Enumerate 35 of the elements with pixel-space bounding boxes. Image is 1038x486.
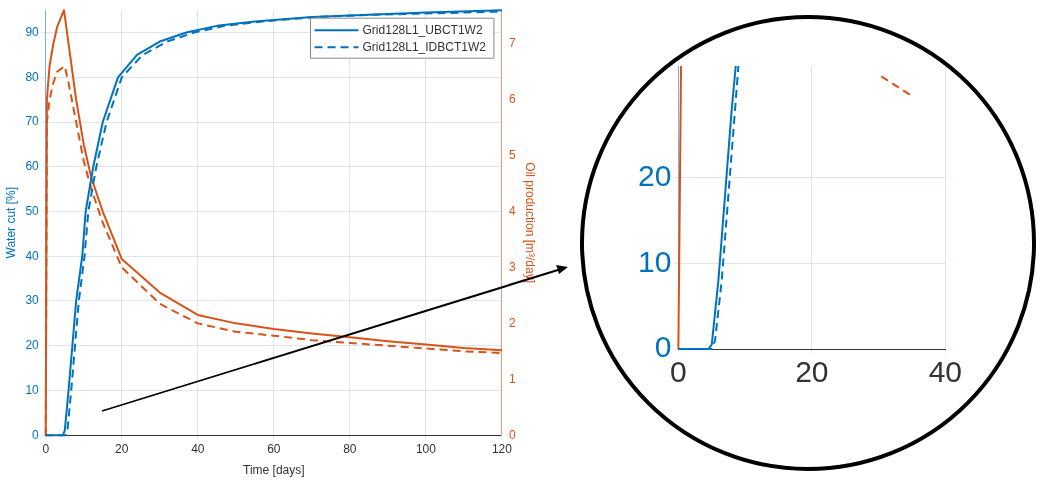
legend-label: Grid128L1_UBCT1W2: [362, 22, 483, 37]
y-tick-label: 60: [25, 159, 40, 174]
legend-label: Grid128L1_IDBCT1W2: [362, 39, 487, 54]
y2-tick-label: 3: [508, 259, 516, 274]
y2-tick-label: 2: [508, 315, 516, 330]
y-tick-label: 10: [25, 382, 40, 397]
y-tick-label: 0: [654, 330, 672, 364]
y2-tick-label: 5: [508, 147, 516, 162]
y-tick-label: 30: [25, 293, 40, 308]
y2-tick-label: 1: [508, 371, 516, 386]
y2-tick-label: 4: [508, 203, 516, 218]
y-tick-label: 0: [32, 427, 40, 442]
x-tick-label: 40: [191, 441, 205, 456]
x-tick-label: 120: [491, 441, 513, 456]
y-axis-title: Water cut [%]: [3, 186, 18, 259]
x-axis-title: Time [days]: [243, 463, 305, 478]
x-tick-label: 60: [267, 441, 281, 456]
y-tick-label: 70: [25, 114, 40, 129]
x-tick-label: 20: [115, 441, 129, 456]
y-tick-label: 10: [637, 244, 672, 278]
x-tick-label: 80: [343, 441, 357, 456]
y2-tick-label: 0: [508, 427, 516, 442]
y2-tick-label: 6: [508, 91, 516, 106]
y-tick-label: 90: [25, 24, 40, 39]
y2-axis-title: Oil production [m³/day]: [523, 162, 538, 284]
x-tick-label: 20: [795, 355, 829, 389]
x-tick-label: 40: [928, 355, 962, 389]
y-tick-label: 80: [25, 69, 40, 84]
y-tick-label: 20: [25, 338, 40, 353]
y-tick-label: 50: [25, 203, 40, 218]
y2-tick-label: 7: [508, 36, 516, 51]
y-tick-label: 20: [637, 158, 672, 192]
x-tick-label: 0: [42, 441, 50, 456]
x-tick-label: 100: [415, 441, 437, 456]
y-tick-label: 40: [25, 248, 40, 263]
